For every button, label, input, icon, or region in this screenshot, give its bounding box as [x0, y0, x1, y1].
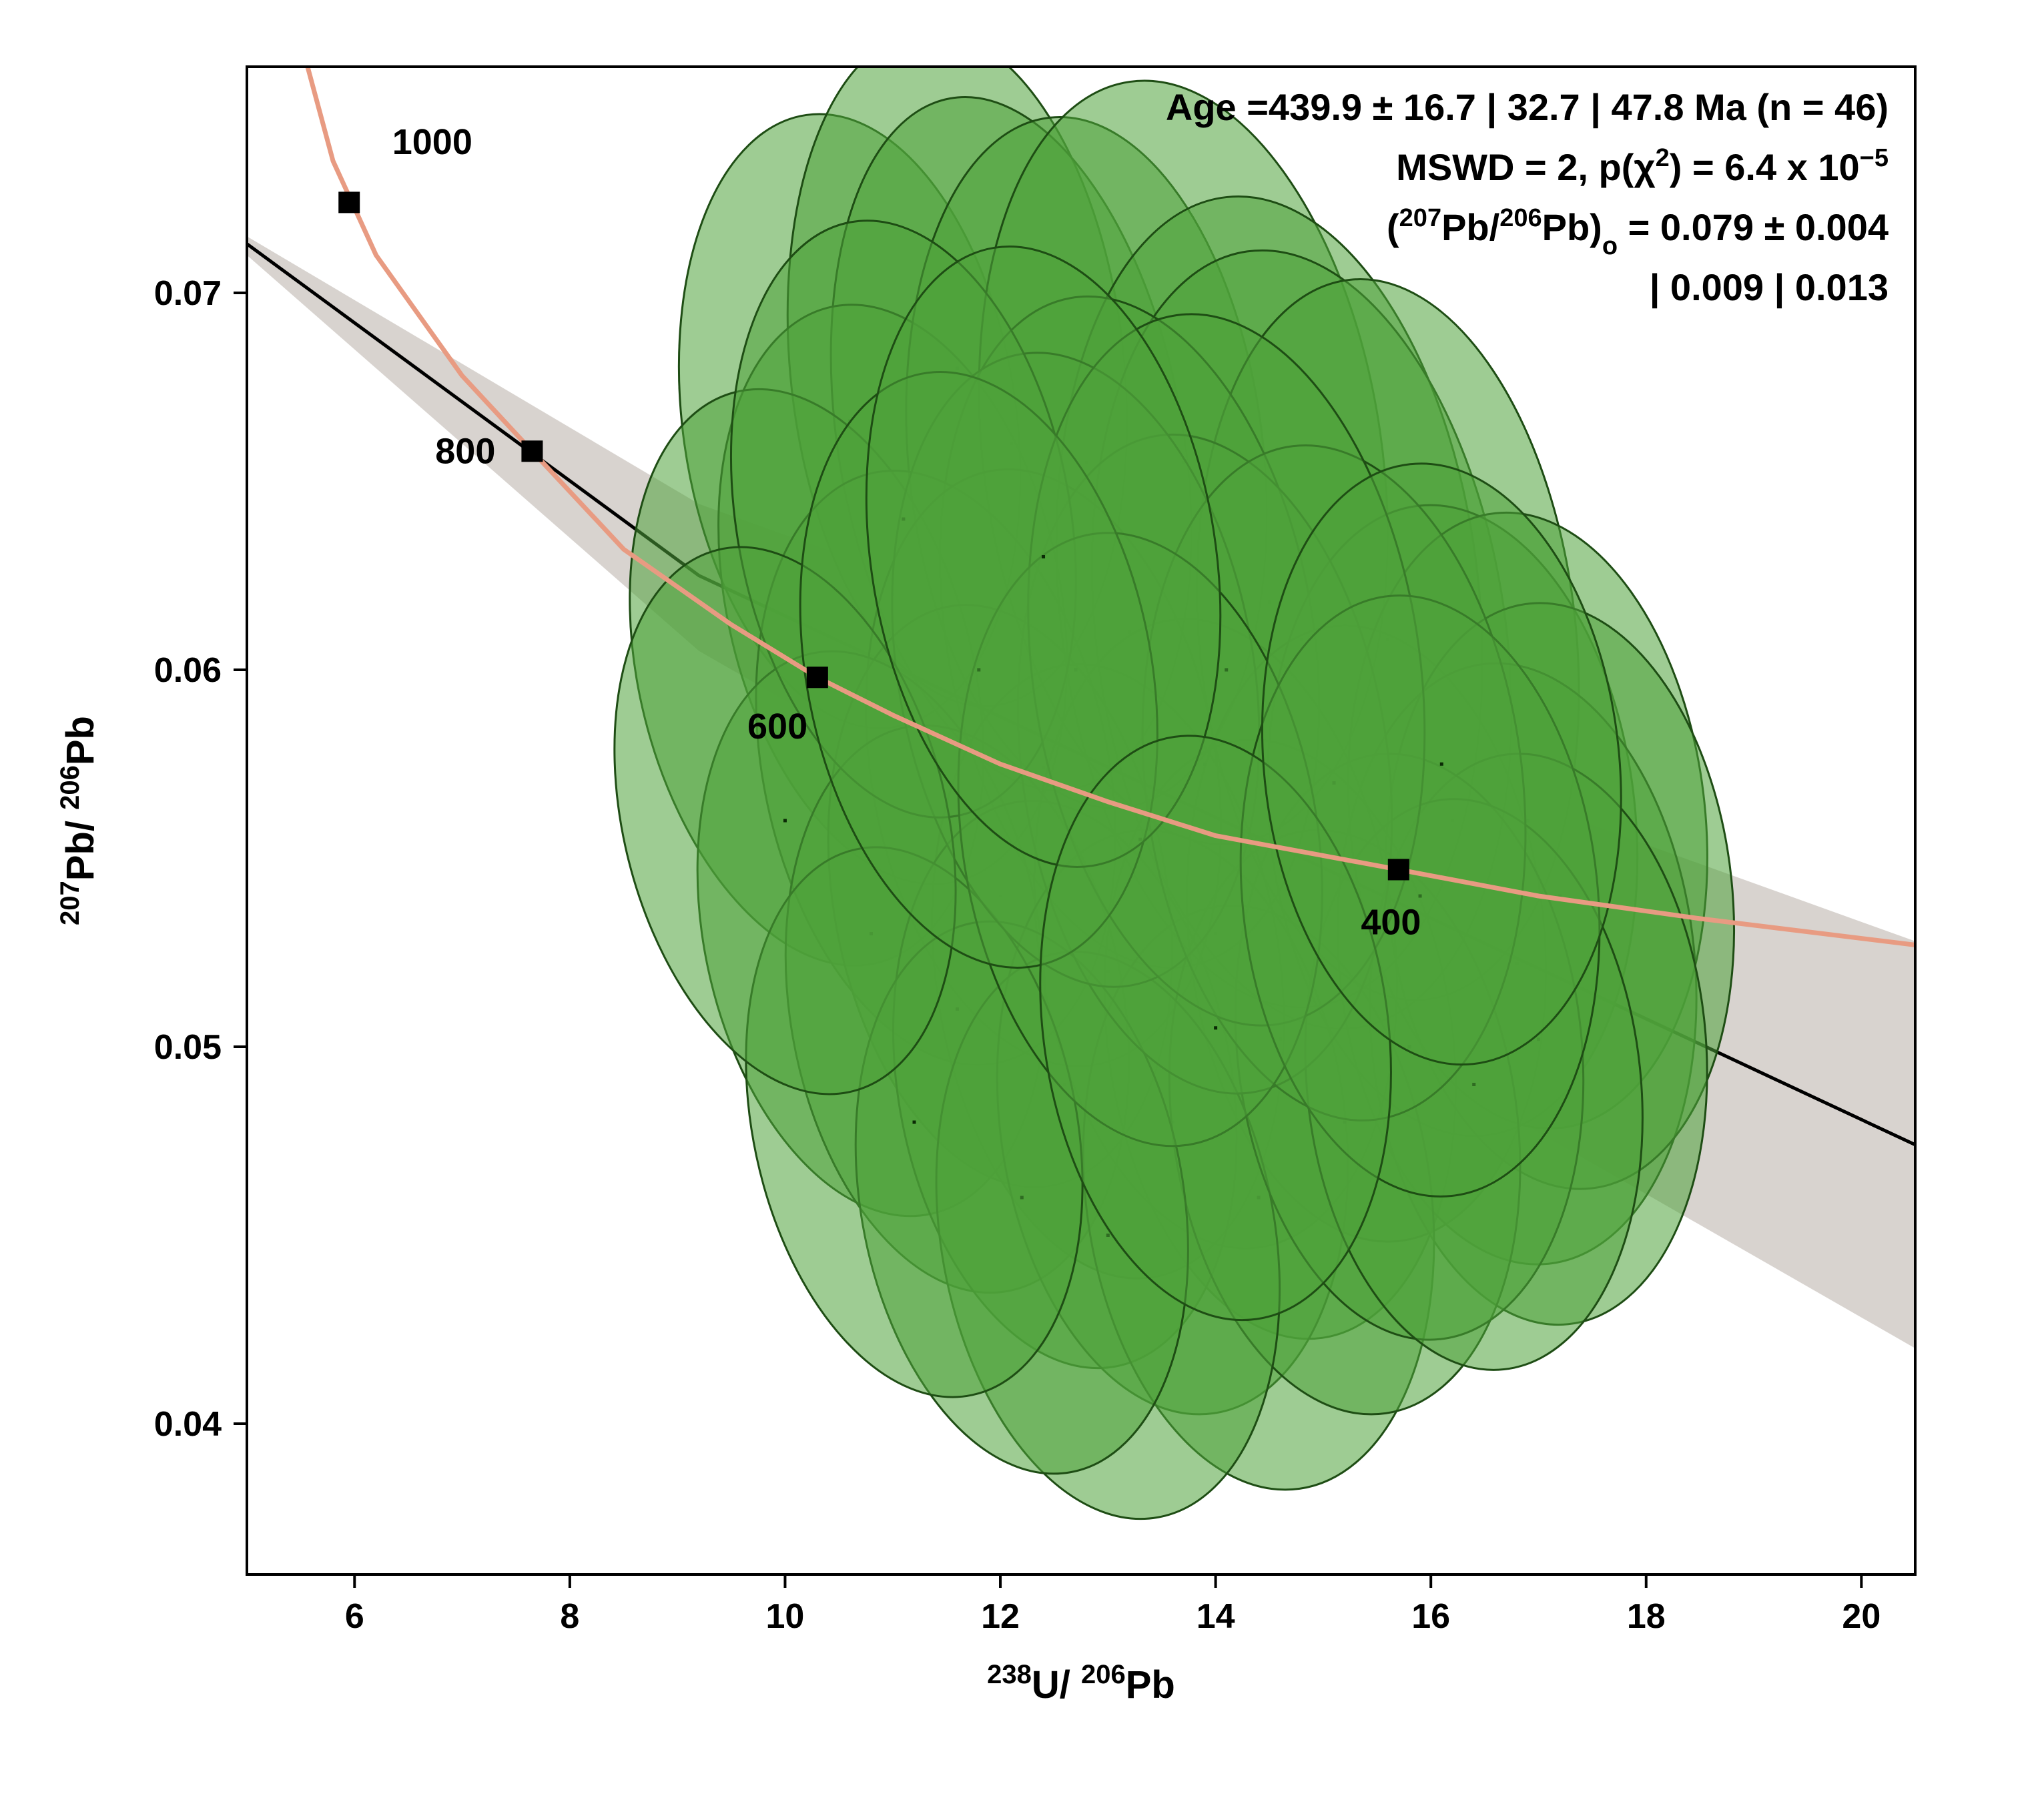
y-axis-title: 207Pb/ 206Pb: [55, 716, 102, 925]
x-tick-label: 8: [560, 1597, 579, 1636]
y-tick-label: 0.07: [154, 274, 222, 313]
concordia-age-label: 600: [747, 707, 807, 747]
concordia-age-label: 800: [435, 431, 495, 471]
concordia-age-label: 1000: [392, 122, 472, 162]
x-axis-title: 238U/ 206Pb: [987, 1660, 1175, 1707]
concordia-age-marker: [338, 191, 360, 213]
ellipse-center: [1042, 555, 1045, 558]
concordia-plot: 1000 800 600 400 6 8 10 12 14 16 18 20 0.04 0.05 0.06 0…: [0, 0, 2034, 1820]
annotation-intercept-errors: | 0.009 | 0.013: [1650, 266, 1889, 309]
ellipse-center: [1214, 1026, 1217, 1029]
y-tick-label: 0.05: [154, 1028, 222, 1067]
x-tick-label: 10: [766, 1597, 805, 1636]
concordia-age-marker: [1388, 859, 1409, 880]
ellipse-center: [783, 819, 787, 823]
concordia-age-label: 400: [1361, 903, 1421, 943]
plot-svg: 1000 800 600 400 6 8 10 12 14 16 18 20 0.04 0.05 0.06 0…: [0, 0, 2034, 1820]
x-tick-label: 16: [1411, 1597, 1450, 1636]
y-tick-label: 0.06: [154, 651, 222, 690]
x-tick-label: 14: [1197, 1597, 1235, 1636]
concordia-age-marker: [807, 666, 828, 688]
y-tick-label: 0.04: [154, 1405, 222, 1444]
x-tick-label: 18: [1627, 1597, 1666, 1636]
ellipse-center: [1440, 763, 1443, 766]
x-tick-label: 12: [981, 1597, 1020, 1636]
concordia-age-marker: [521, 440, 543, 462]
x-tick-label: 20: [1842, 1597, 1881, 1636]
x-tick-label: 6: [345, 1597, 364, 1636]
annotation-mswd: MSWD = 2, p(χ2) = 6.4 x 10−5: [1396, 144, 1889, 188]
annotation-age: Age =439.9 ± 16.7 | 32.7 | 47.8 Ma (n = …: [1166, 86, 1889, 129]
ellipse-center: [913, 1121, 916, 1124]
